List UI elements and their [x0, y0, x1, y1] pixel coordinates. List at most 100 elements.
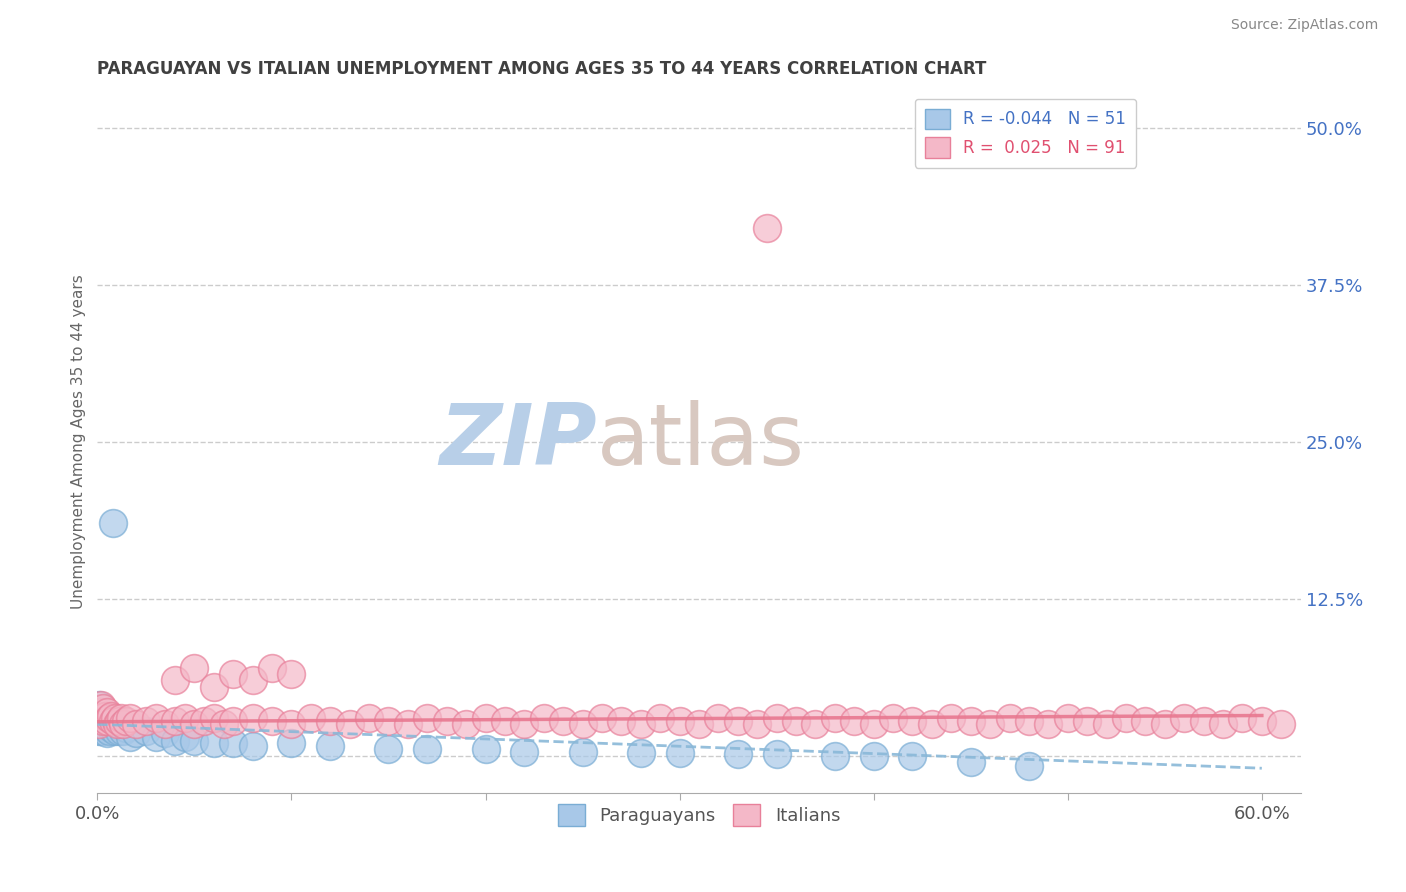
- Point: [101, 717, 124, 731]
- Point: [125, 726, 148, 740]
- Point: [1038, 717, 1060, 731]
- Point: [115, 721, 138, 735]
- Point: [96, 714, 118, 728]
- Point: [90, 723, 112, 738]
- Point: [979, 717, 1001, 731]
- Text: PARAGUAYAN VS ITALIAN UNEMPLOYMENT AMONG AGES 35 TO 44 YEARS CORRELATION CHART: PARAGUAYAN VS ITALIAN UNEMPLOYMENT AMONG…: [97, 60, 987, 78]
- Point: [1212, 717, 1234, 731]
- Point: [163, 733, 186, 747]
- Point: [688, 717, 710, 731]
- Point: [533, 711, 555, 725]
- Point: [396, 717, 419, 731]
- Point: [959, 714, 981, 728]
- Point: [1018, 714, 1040, 728]
- Point: [591, 711, 613, 725]
- Point: [90, 698, 112, 713]
- Point: [319, 714, 342, 728]
- Point: [1153, 717, 1175, 731]
- Point: [100, 711, 122, 725]
- Point: [94, 708, 117, 723]
- Point: [1095, 717, 1118, 731]
- Point: [90, 717, 112, 731]
- Point: [135, 723, 157, 738]
- Point: [668, 746, 690, 760]
- Point: [844, 714, 866, 728]
- Point: [222, 736, 245, 750]
- Point: [120, 730, 142, 744]
- Point: [91, 714, 114, 728]
- Point: [89, 705, 111, 719]
- Point: [260, 714, 283, 728]
- Point: [173, 711, 195, 725]
- Point: [727, 714, 749, 728]
- Point: [804, 717, 827, 731]
- Point: [89, 717, 111, 731]
- Point: [377, 714, 399, 728]
- Point: [89, 711, 111, 725]
- Point: [94, 721, 117, 735]
- Point: [91, 701, 114, 715]
- Point: [173, 730, 195, 744]
- Text: ZIP: ZIP: [439, 401, 596, 483]
- Point: [727, 747, 749, 762]
- Point: [416, 711, 439, 725]
- Point: [630, 746, 652, 760]
- Point: [155, 717, 177, 731]
- Point: [630, 717, 652, 731]
- Point: [901, 714, 924, 728]
- Point: [111, 717, 134, 731]
- Point: [571, 745, 593, 759]
- Point: [89, 723, 111, 738]
- Point: [901, 748, 924, 763]
- Point: [107, 723, 129, 738]
- Point: [90, 705, 112, 719]
- Point: [193, 714, 215, 728]
- Point: [1056, 711, 1078, 725]
- Point: [765, 747, 787, 762]
- Point: [1018, 758, 1040, 772]
- Point: [494, 714, 516, 728]
- Point: [242, 673, 264, 688]
- Point: [155, 726, 177, 740]
- Legend: Paraguayans, Italians: Paraguayans, Italians: [550, 797, 848, 833]
- Point: [104, 711, 127, 725]
- Point: [280, 717, 302, 731]
- Point: [377, 742, 399, 756]
- Point: [941, 711, 963, 725]
- Point: [105, 717, 128, 731]
- Point: [824, 748, 846, 763]
- Point: [202, 736, 225, 750]
- Point: [824, 711, 846, 725]
- Point: [456, 717, 478, 731]
- Point: [242, 739, 264, 753]
- Point: [553, 714, 575, 728]
- Point: [280, 736, 302, 750]
- Point: [111, 723, 134, 738]
- Point: [91, 711, 114, 725]
- Point: [755, 221, 778, 235]
- Point: [862, 717, 884, 731]
- Point: [610, 714, 633, 728]
- Point: [1250, 714, 1272, 728]
- Text: Source: ZipAtlas.com: Source: ZipAtlas.com: [1230, 18, 1378, 32]
- Point: [202, 680, 225, 694]
- Point: [89, 705, 111, 719]
- Point: [707, 711, 730, 725]
- Point: [183, 733, 205, 747]
- Point: [98, 711, 121, 725]
- Point: [1173, 711, 1195, 725]
- Point: [100, 721, 122, 735]
- Point: [474, 711, 496, 725]
- Point: [91, 717, 114, 731]
- Point: [202, 711, 225, 725]
- Point: [668, 714, 690, 728]
- Point: [1232, 711, 1254, 725]
- Point: [100, 708, 122, 723]
- Point: [101, 516, 124, 531]
- Point: [650, 711, 672, 725]
- Point: [416, 742, 439, 756]
- Point: [222, 714, 245, 728]
- Point: [90, 711, 112, 725]
- Point: [260, 661, 283, 675]
- Point: [280, 667, 302, 681]
